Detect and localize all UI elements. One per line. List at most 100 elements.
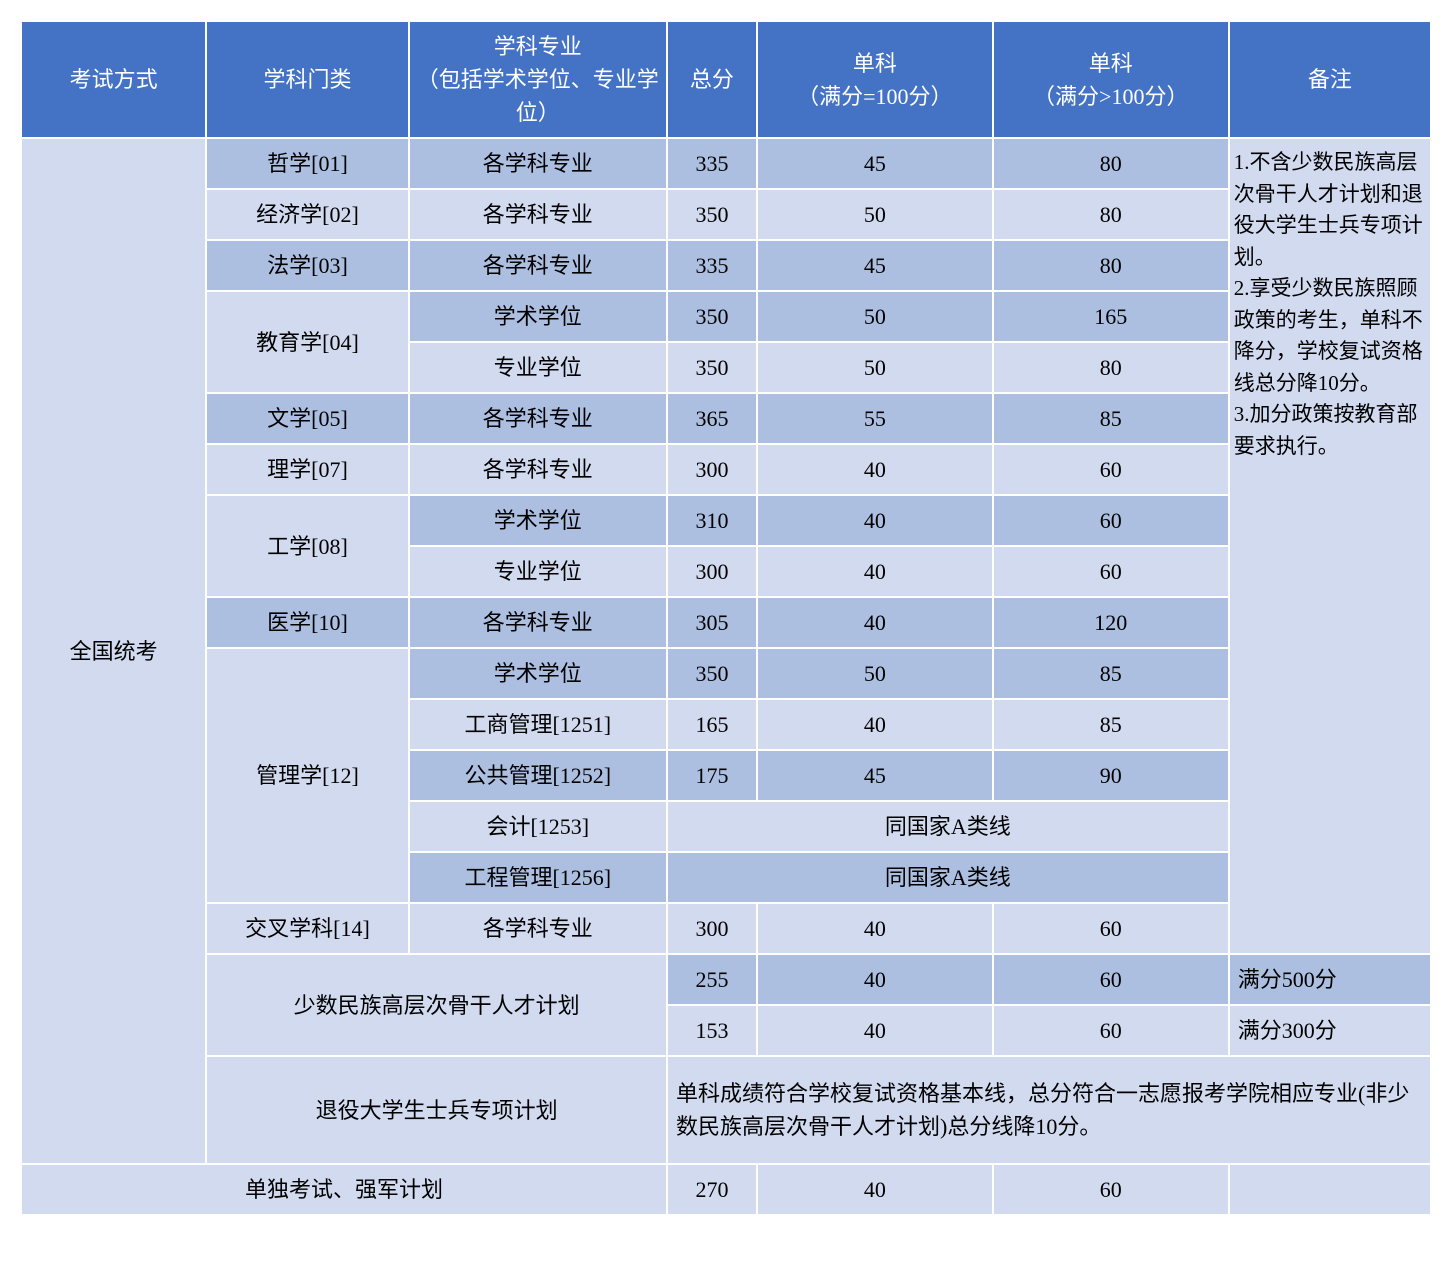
single1-cell: 40 xyxy=(757,903,993,954)
total-cell: 175 xyxy=(667,750,757,801)
table-row: 管理学[12]学术学位3505085 xyxy=(21,648,1431,699)
single1-cell: 45 xyxy=(757,750,993,801)
single1-cell: 40 xyxy=(757,546,993,597)
table-row: 工学[08]学术学位3104060 xyxy=(21,495,1431,546)
total-cell: 300 xyxy=(667,903,757,954)
table-row: 教育学[04]学术学位35050165 xyxy=(21,291,1431,342)
header-exam-method: 考试方式 xyxy=(21,21,206,138)
category-cell: 医学[10] xyxy=(206,597,408,648)
subject-cell: 公共管理[1252] xyxy=(409,750,667,801)
single1-cell: 50 xyxy=(757,342,993,393)
independent-label: 单独考试、强军计划 xyxy=(21,1164,667,1215)
single2-cell: 60 xyxy=(993,444,1229,495)
single1-cell: 40 xyxy=(757,597,993,648)
exam-method-cell: 全国统考 xyxy=(21,138,206,1164)
single2-cell: 120 xyxy=(993,597,1229,648)
header-single2: 单科（满分>100分） xyxy=(993,21,1229,138)
total-cell: 153 xyxy=(667,1005,757,1056)
single2-cell: 85 xyxy=(993,648,1229,699)
score-table: 考试方式 学科门类 学科专业（包括学术学位、专业学位） 总分 单科（满分=100… xyxy=(20,20,1432,1216)
table-row: 经济学[02]各学科专业3505080 xyxy=(21,189,1431,240)
category-cell: 文学[05] xyxy=(206,393,408,444)
category-cell: 教育学[04] xyxy=(206,291,408,393)
header-notes: 备注 xyxy=(1229,21,1431,138)
single1-cell: 50 xyxy=(757,291,993,342)
single1-cell: 45 xyxy=(757,240,993,291)
total-cell: 305 xyxy=(667,597,757,648)
single2-cell: 60 xyxy=(993,546,1229,597)
single2-cell: 90 xyxy=(993,750,1229,801)
veteran-plan-label: 退役大学生士兵专项计划 xyxy=(206,1056,667,1164)
single2-cell: 60 xyxy=(993,1005,1229,1056)
single2-cell: 85 xyxy=(993,393,1229,444)
subject-cell: 各学科专业 xyxy=(409,138,667,189)
subject-cell: 专业学位 xyxy=(409,342,667,393)
total-cell: 365 xyxy=(667,393,757,444)
header-total: 总分 xyxy=(667,21,757,138)
single1-cell: 50 xyxy=(757,189,993,240)
single2-cell: 80 xyxy=(993,342,1229,393)
single2-cell: 60 xyxy=(993,495,1229,546)
subject-cell: 工商管理[1251] xyxy=(409,699,667,750)
table-row: 交叉学科[14]各学科专业3004060 xyxy=(21,903,1431,954)
subject-cell: 学术学位 xyxy=(409,648,667,699)
veteran-text-cell: 单科成绩符合学校复试资格基本线，总分符合一志愿报考学院相应专业(非少数民族高层次… xyxy=(667,1056,1431,1164)
total-cell: 165 xyxy=(667,699,757,750)
category-cell: 经济学[02] xyxy=(206,189,408,240)
category-cell: 法学[03] xyxy=(206,240,408,291)
category-cell: 理学[07] xyxy=(206,444,408,495)
minority-plan-label: 少数民族高层次骨干人才计划 xyxy=(206,954,667,1056)
table-row: 全国统考哲学[01]各学科专业33545801.不含少数民族高层次骨干人才计划和… xyxy=(21,138,1431,189)
table-row: 退役大学生士兵专项计划单科成绩符合学校复试资格基本线，总分符合一志愿报考学院相应… xyxy=(21,1056,1431,1164)
total-cell: 350 xyxy=(667,648,757,699)
category-cell: 哲学[01] xyxy=(206,138,408,189)
category-cell: 交叉学科[14] xyxy=(206,903,408,954)
total-cell: 335 xyxy=(667,138,757,189)
subject-cell: 各学科专业 xyxy=(409,597,667,648)
table-row: 单独考试、强军计划2704060 xyxy=(21,1164,1431,1215)
table-row: 少数民族高层次骨干人才计划2554060满分500分 xyxy=(21,954,1431,1005)
total-cell: 300 xyxy=(667,444,757,495)
single2-cell: 165 xyxy=(993,291,1229,342)
single1-cell: 40 xyxy=(757,444,993,495)
single2-cell: 80 xyxy=(993,240,1229,291)
single1-cell: 40 xyxy=(757,1164,993,1215)
single1-cell: 55 xyxy=(757,393,993,444)
subject-cell: 各学科专业 xyxy=(409,444,667,495)
total-cell: 300 xyxy=(667,546,757,597)
single1-cell: 40 xyxy=(757,699,993,750)
minority-note-cell: 满分300分 xyxy=(1229,1005,1431,1056)
subject-cell: 会计[1253] xyxy=(409,801,667,852)
single1-cell: 45 xyxy=(757,138,993,189)
table-row: 理学[07]各学科专业3004060 xyxy=(21,444,1431,495)
subject-cell: 工程管理[1256] xyxy=(409,852,667,903)
table-row: 医学[10]各学科专业30540120 xyxy=(21,597,1431,648)
total-cell: 255 xyxy=(667,954,757,1005)
header-single1: 单科（满分=100分） xyxy=(757,21,993,138)
single2-cell: 60 xyxy=(993,903,1229,954)
merged-score-cell: 同国家A类线 xyxy=(667,801,1229,852)
single2-cell: 60 xyxy=(993,954,1229,1005)
subject-cell: 各学科专业 xyxy=(409,393,667,444)
subject-cell: 各学科专业 xyxy=(409,189,667,240)
subject-cell: 学术学位 xyxy=(409,495,667,546)
single2-cell: 85 xyxy=(993,699,1229,750)
single2-cell: 80 xyxy=(993,138,1229,189)
single2-cell: 80 xyxy=(993,189,1229,240)
header-row: 考试方式 学科门类 学科专业（包括学术学位、专业学位） 总分 单科（满分=100… xyxy=(21,21,1431,138)
subject-cell: 学术学位 xyxy=(409,291,667,342)
total-cell: 335 xyxy=(667,240,757,291)
table-row: 文学[05]各学科专业3655585 xyxy=(21,393,1431,444)
single1-cell: 50 xyxy=(757,648,993,699)
single1-cell: 40 xyxy=(757,1005,993,1056)
total-cell: 350 xyxy=(667,291,757,342)
total-cell: 350 xyxy=(667,189,757,240)
notes-cell: 1.不含少数民族高层次骨干人才计划和退役大学生士兵专项计划。2.享受少数民族照顾… xyxy=(1229,138,1431,954)
single1-cell: 40 xyxy=(757,495,993,546)
subject-cell: 各学科专业 xyxy=(409,903,667,954)
header-category: 学科门类 xyxy=(206,21,408,138)
category-cell: 工学[08] xyxy=(206,495,408,597)
total-cell: 270 xyxy=(667,1164,757,1215)
merged-score-cell: 同国家A类线 xyxy=(667,852,1229,903)
table-row: 法学[03]各学科专业3354580 xyxy=(21,240,1431,291)
